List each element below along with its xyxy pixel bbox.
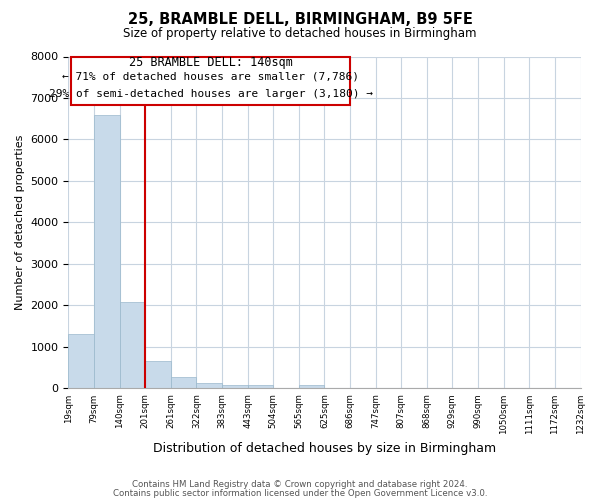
Text: 25, BRAMBLE DELL, BIRMINGHAM, B9 5FE: 25, BRAMBLE DELL, BIRMINGHAM, B9 5FE — [128, 12, 472, 28]
Text: Contains HM Land Registry data © Crown copyright and database right 2024.: Contains HM Land Registry data © Crown c… — [132, 480, 468, 489]
Bar — [145, 362, 171, 388]
Bar — [119, 302, 145, 388]
Bar — [299, 385, 325, 388]
Text: 29% of semi-detached houses are larger (3,180) →: 29% of semi-detached houses are larger (… — [49, 89, 373, 99]
Text: ← 71% of detached houses are smaller (7,786): ← 71% of detached houses are smaller (7,… — [62, 71, 359, 81]
Bar — [171, 377, 196, 388]
Bar — [68, 334, 94, 388]
Text: 25 BRAMBLE DELL: 140sqm: 25 BRAMBLE DELL: 140sqm — [128, 56, 292, 69]
X-axis label: Distribution of detached houses by size in Birmingham: Distribution of detached houses by size … — [153, 442, 496, 455]
Bar — [248, 385, 273, 388]
Bar — [94, 114, 119, 388]
Bar — [222, 385, 248, 388]
Bar — [196, 383, 222, 388]
Text: Contains public sector information licensed under the Open Government Licence v3: Contains public sector information licen… — [113, 488, 487, 498]
FancyBboxPatch shape — [71, 58, 350, 106]
Y-axis label: Number of detached properties: Number of detached properties — [15, 135, 25, 310]
Text: Size of property relative to detached houses in Birmingham: Size of property relative to detached ho… — [123, 28, 477, 40]
